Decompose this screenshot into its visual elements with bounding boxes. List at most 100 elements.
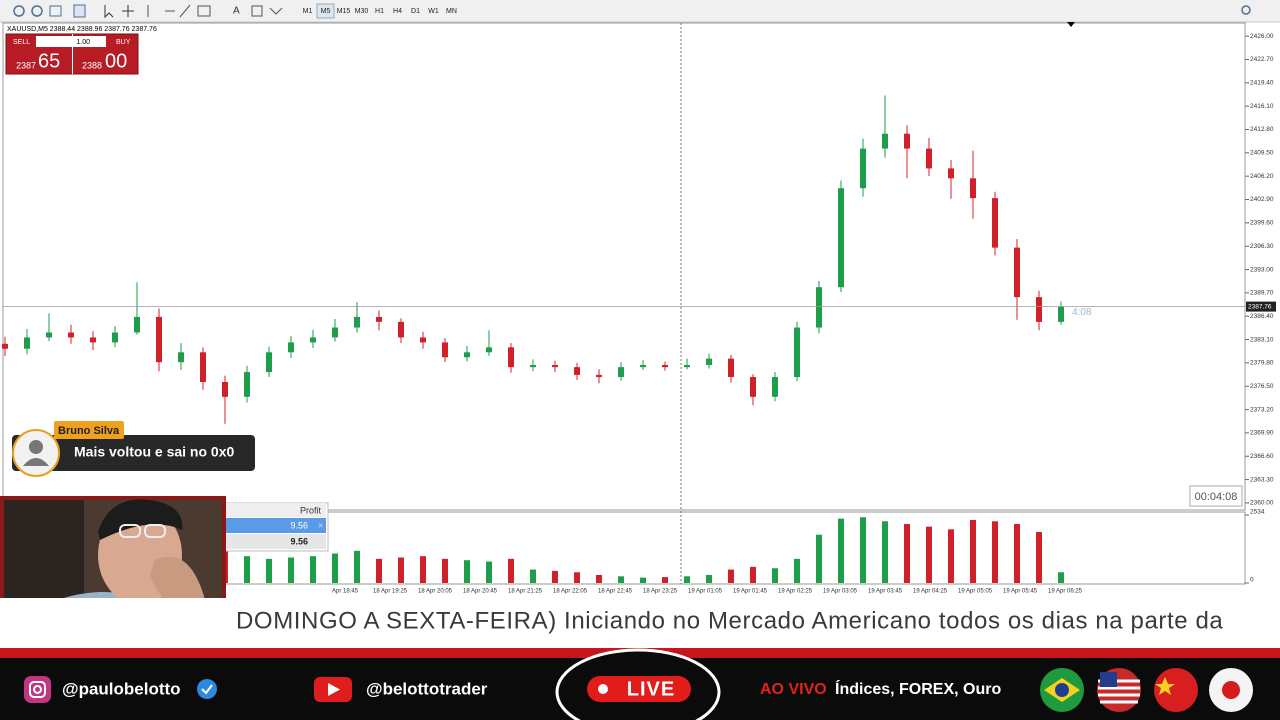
timeframe-label[interactable]: MN bbox=[446, 8, 457, 15]
volume-bar bbox=[794, 558, 800, 583]
trade-panel: SELL BUY 1.00 2387 65 2388 00 bbox=[5, 33, 139, 75]
candle-body bbox=[794, 327, 800, 378]
timeframe-label[interactable]: D1 bbox=[411, 8, 420, 15]
chat-name-tag bbox=[54, 421, 124, 439]
candle-body bbox=[2, 343, 8, 349]
close-icon[interactable]: × bbox=[318, 520, 323, 530]
timeframe-label[interactable]: H1 bbox=[375, 8, 384, 15]
time-label: 18 Apr 20:45 bbox=[463, 589, 498, 595]
candle-body bbox=[618, 367, 624, 378]
sell-price-small: 65 bbox=[38, 50, 60, 72]
volume-bar bbox=[552, 570, 558, 583]
profit-value: 9.56 bbox=[290, 520, 308, 530]
time-label: 19 Apr 04:25 bbox=[913, 589, 948, 595]
row-selected[interactable] bbox=[220, 518, 326, 533]
timeframe-label[interactable]: H4 bbox=[393, 8, 402, 15]
y-tick-label: 2389.70 bbox=[1250, 290, 1274, 297]
volume-bar bbox=[464, 560, 470, 583]
candle-body bbox=[926, 148, 932, 169]
candle-body bbox=[46, 332, 52, 338]
y-tick-label: 2409.50 bbox=[1250, 150, 1274, 157]
candle-body bbox=[266, 352, 272, 373]
volume-bar bbox=[442, 558, 448, 583]
candle-body bbox=[398, 321, 404, 338]
time-label: 18 Apr 19:25 bbox=[373, 589, 408, 595]
live-dot bbox=[598, 684, 608, 694]
time-label: 18 Apr 22:05 bbox=[553, 589, 588, 595]
volume-bar bbox=[310, 556, 316, 583]
chat-bubble bbox=[12, 435, 255, 471]
volume-bar bbox=[860, 517, 866, 583]
y-tick-label: 2412.80 bbox=[1250, 126, 1274, 133]
youtube-play bbox=[328, 683, 340, 696]
volume-tick-label: 2534 bbox=[1250, 509, 1265, 516]
candle-body bbox=[530, 365, 536, 368]
candle-body bbox=[992, 198, 998, 248]
time-label: 18 Apr 23:25 bbox=[643, 589, 678, 595]
candle-body bbox=[90, 337, 96, 343]
flag-usa-canton bbox=[1100, 672, 1117, 687]
instagram-handle[interactable]: @paulobelotto bbox=[62, 679, 181, 698]
volume-bar bbox=[1036, 532, 1042, 583]
candle-body bbox=[178, 352, 184, 363]
candle-body bbox=[112, 332, 118, 343]
lot-box[interactable] bbox=[36, 36, 106, 47]
time-label: 18 Apr 22:45 bbox=[598, 589, 633, 595]
volume-bar bbox=[728, 569, 734, 583]
instagram-lens bbox=[33, 685, 42, 694]
volume-bar bbox=[1014, 523, 1020, 583]
volume-bar bbox=[244, 556, 250, 583]
candle-body bbox=[1058, 306, 1064, 322]
candle-body bbox=[486, 347, 492, 353]
volume-bar bbox=[904, 523, 910, 583]
toolbar-icons: A bbox=[13, 4, 1251, 19]
candle-body bbox=[222, 381, 228, 397]
candle-body bbox=[860, 148, 866, 189]
volume-bar bbox=[618, 576, 624, 583]
volume-bar bbox=[574, 572, 580, 583]
time-label: 18 Apr 20:05 bbox=[418, 589, 453, 595]
instagram-icon[interactable] bbox=[24, 676, 51, 703]
candle-body bbox=[508, 347, 514, 368]
candle-body bbox=[772, 377, 778, 397]
timeframe-bar: M1 M5 M15 M30 H1 H4 D1 W1 MN bbox=[303, 3, 457, 19]
volume-bar bbox=[948, 529, 954, 583]
glasses-right bbox=[144, 524, 166, 538]
timeframe-label[interactable]: M1 bbox=[303, 8, 313, 15]
timeframe-label[interactable]: M30 bbox=[355, 8, 369, 15]
lot-size[interactable]: 1.00 bbox=[76, 39, 90, 46]
timeframe-label[interactable]: M15 bbox=[337, 8, 351, 15]
volume-bar bbox=[882, 521, 888, 583]
y-tick-label: 2373.20 bbox=[1250, 406, 1274, 413]
ao-vivo: AO VIVO bbox=[760, 681, 827, 698]
volume-bar bbox=[772, 568, 778, 583]
symbol-info: XAUUSD,M5 2388.44 2388.96 2387.76 2387.7… bbox=[7, 26, 157, 33]
verified-badge bbox=[197, 679, 217, 699]
volume-bar bbox=[486, 561, 492, 583]
candle-body bbox=[552, 365, 558, 368]
candle-body bbox=[662, 365, 668, 368]
candle-body bbox=[838, 188, 844, 288]
youtube-handle[interactable]: @belottotrader bbox=[366, 679, 488, 698]
candle-body bbox=[442, 342, 448, 358]
sell-button[interactable]: SELL bbox=[13, 39, 30, 46]
flag-brazil-globe bbox=[1055, 683, 1069, 697]
live-pill bbox=[587, 676, 691, 702]
icon-a: A bbox=[233, 6, 240, 17]
timeframe-button[interactable] bbox=[316, 3, 335, 19]
y-tick-label: 2366.60 bbox=[1250, 453, 1274, 460]
candle-body bbox=[376, 316, 382, 322]
candle-body bbox=[574, 367, 580, 375]
timeframe-label[interactable]: M5 bbox=[321, 8, 331, 15]
volume-bar bbox=[684, 576, 690, 583]
timeframe-label[interactable]: W1 bbox=[428, 8, 439, 15]
time-label: 19 Apr 06:25 bbox=[1048, 589, 1083, 595]
buy-button[interactable]: BUY bbox=[116, 39, 131, 46]
chat-overlay: Bruno Silva Mais voltou e sai no 0x0 bbox=[12, 421, 255, 477]
candle-body bbox=[24, 337, 30, 349]
candle-body bbox=[1036, 297, 1042, 322]
countdown: 00:04:08 bbox=[1195, 491, 1238, 503]
instagram-glyph bbox=[29, 681, 46, 698]
flag-usa-stripes bbox=[1098, 679, 1140, 704]
trade-divider bbox=[72, 34, 73, 74]
